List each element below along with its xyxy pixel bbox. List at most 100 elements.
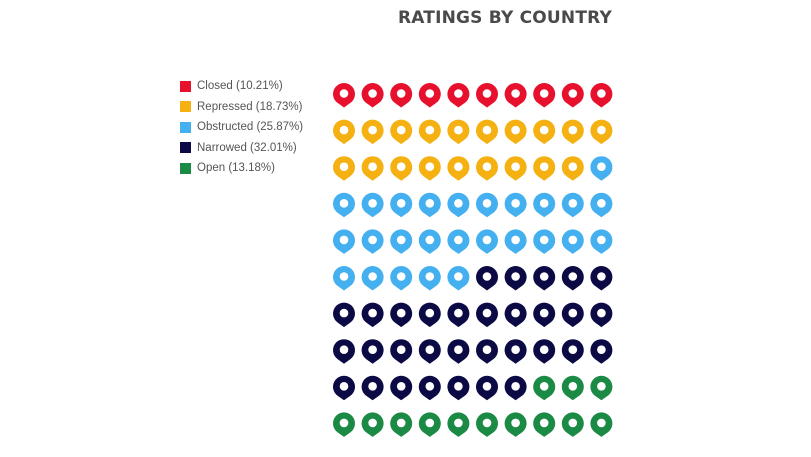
- pin-hole: [539, 199, 549, 208]
- pin-hole: [568, 125, 578, 135]
- pin-open-1: [533, 375, 556, 401]
- pin-obstructed-8: [504, 192, 527, 218]
- pin-open-5: [361, 412, 384, 437]
- pin-narrowed-21: [475, 339, 498, 364]
- pin-narrowed-28: [390, 375, 413, 401]
- pin-hole: [511, 418, 520, 428]
- pin-closed-7: [504, 82, 527, 108]
- pin-hole: [396, 235, 406, 245]
- pin-hole: [339, 125, 349, 135]
- pin-repressed-15: [447, 156, 470, 181]
- pin-narrowed-4: [561, 266, 584, 291]
- pin-hole: [368, 235, 377, 245]
- pin-hole: [425, 272, 435, 281]
- pin-narrowed-16: [333, 339, 356, 364]
- pin-obstructed-20: [561, 229, 584, 254]
- pin-hole: [539, 382, 549, 391]
- pin-hole: [511, 89, 520, 98]
- pin-hole: [454, 382, 463, 391]
- pin-hole: [511, 125, 520, 135]
- pin-obstructed-10: [561, 192, 584, 218]
- pin-open-2: [561, 375, 584, 401]
- pin-hole: [482, 235, 492, 245]
- chart-title: RATINGS BY COUNTRY: [397, 8, 613, 28]
- pin-hole: [368, 345, 377, 355]
- pin-narrowed-30: [447, 375, 470, 401]
- pin-hole: [368, 308, 377, 318]
- pin-obstructed-5: [418, 192, 441, 218]
- pin-obstructed-7: [475, 192, 498, 218]
- pin-hole: [511, 162, 520, 171]
- pin-narrowed-17: [361, 339, 384, 364]
- pin-hole: [568, 162, 578, 171]
- pin-hole: [482, 382, 492, 391]
- pin-obstructed-25: [418, 265, 441, 291]
- pin-hole: [511, 308, 520, 318]
- pin-hole: [568, 89, 578, 98]
- pin-repressed-7: [504, 119, 527, 145]
- pin-repressed-5: [447, 119, 470, 145]
- pin-narrowed-29: [418, 375, 441, 401]
- pin-open-11: [533, 412, 556, 437]
- legend-item-closed[interactable]: Closed (10.21%): [180, 76, 303, 97]
- pin-hole: [597, 89, 606, 98]
- pin-hole: [396, 125, 406, 135]
- pin-obstructed-2: [333, 192, 356, 218]
- pin-repressed-4: [418, 119, 441, 145]
- pin-hole: [597, 418, 606, 428]
- legend-item-repressed[interactable]: Repressed (18.73%): [180, 97, 303, 118]
- legend: Closed (10.21%) Repressed (18.73%) Obstr…: [180, 76, 303, 179]
- pin-narrowed-18: [390, 339, 413, 364]
- pin-hole: [568, 199, 578, 208]
- pin-obstructed-21: [590, 229, 613, 254]
- pin-repressed-9: [561, 119, 584, 145]
- pin-hole: [597, 382, 606, 391]
- pin-hole: [396, 418, 406, 428]
- pin-open-8: [447, 412, 470, 437]
- pin-hole: [396, 382, 406, 391]
- pin-closed-3: [390, 82, 413, 108]
- pin-obstructed-6: [447, 192, 470, 218]
- pin-obstructed-12: [333, 229, 356, 254]
- pin-narrowed-19: [418, 339, 441, 364]
- pin-hole: [425, 199, 435, 208]
- pin-closed-9: [561, 83, 584, 108]
- pin-hole: [482, 162, 492, 171]
- pin-hole: [511, 235, 520, 245]
- pin-obstructed-16: [447, 229, 470, 254]
- pin-obstructed-17: [475, 229, 498, 254]
- pin-narrowed-26: [333, 375, 356, 401]
- pin-hole: [568, 272, 578, 281]
- legend-item-open[interactable]: Open (13.18%): [180, 158, 303, 179]
- pin-closed-5: [447, 83, 470, 108]
- pin-hole: [339, 199, 349, 208]
- pin-hole: [482, 308, 492, 318]
- pin-narrowed-5: [590, 266, 613, 291]
- pin-hole: [339, 89, 349, 98]
- pin-hole: [368, 382, 377, 391]
- legend-label-open: Open (13.18%): [197, 162, 275, 175]
- pin-hole: [511, 199, 520, 208]
- pin-repressed-13: [390, 156, 413, 181]
- pin-hole: [482, 199, 492, 208]
- pin-narrowed-12: [504, 302, 527, 328]
- legend-item-obstructed[interactable]: Obstructed (25.87%): [180, 117, 303, 138]
- legend-swatch-obstructed: [180, 121, 191, 133]
- legend-item-narrowed[interactable]: Narrowed (32.01%): [180, 138, 303, 159]
- pin-hole: [539, 89, 549, 98]
- pin-closed-8: [533, 83, 556, 108]
- pin-hole: [454, 308, 463, 318]
- pin-repressed-6: [475, 119, 498, 145]
- pin-hole: [368, 125, 377, 135]
- pin-hole: [539, 125, 549, 135]
- pin-repressed-3: [390, 119, 413, 145]
- legend-label-obstructed: Obstructed (25.87%): [197, 121, 304, 134]
- pin-hole: [539, 418, 549, 428]
- legend-swatch-open: [180, 162, 191, 174]
- pin-narrowed-22: [504, 339, 527, 364]
- legend-label-repressed: Repressed (18.73%): [197, 100, 303, 113]
- pin-closed-4: [418, 82, 441, 108]
- pin-hole: [597, 345, 606, 355]
- pin-obstructed-22: [333, 266, 356, 291]
- pin-narrowed-31: [475, 375, 498, 401]
